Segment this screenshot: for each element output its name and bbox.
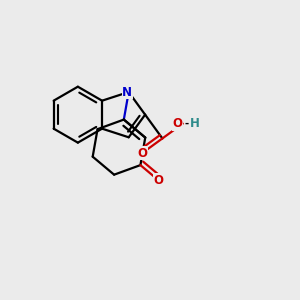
Text: -: -: [184, 118, 188, 129]
Text: H: H: [190, 117, 200, 130]
Text: N: N: [122, 85, 132, 98]
Text: O: O: [173, 117, 183, 130]
Text: O: O: [154, 174, 164, 187]
Text: O: O: [137, 147, 147, 160]
